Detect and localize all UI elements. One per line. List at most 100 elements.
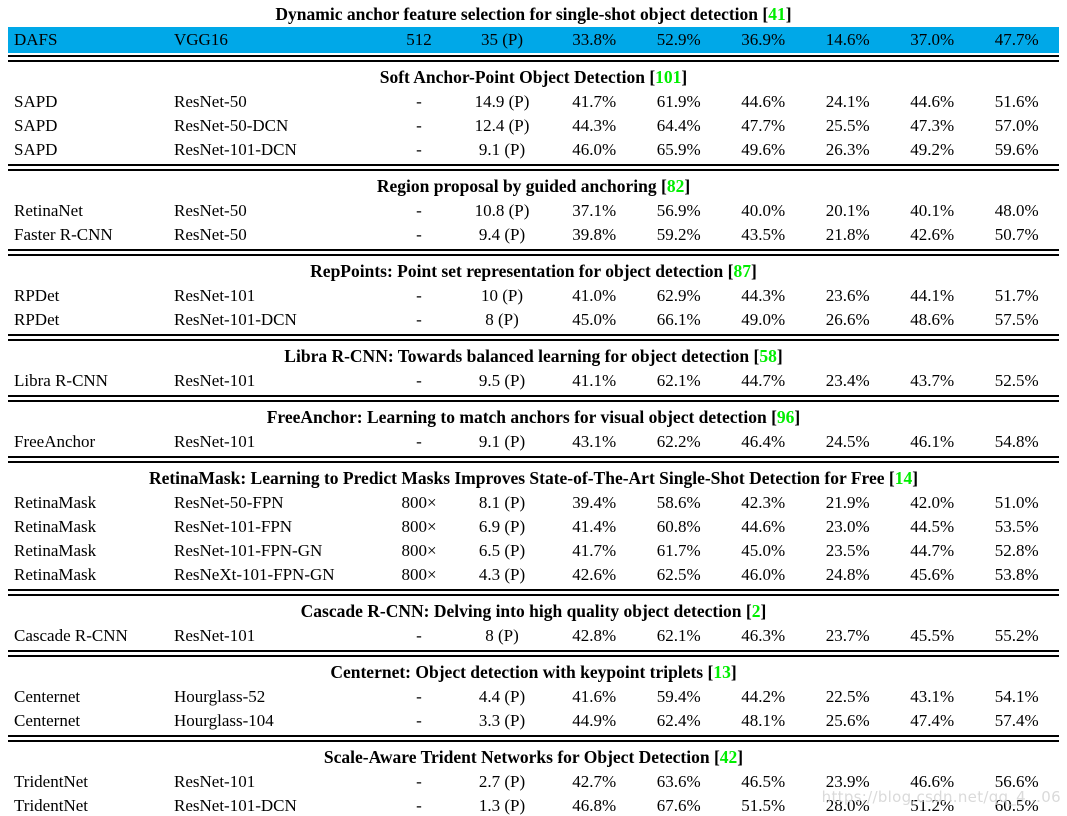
size-cell: - (416, 225, 422, 244)
metric-cell: 37.1% (572, 201, 617, 220)
size-cell: 512 (406, 30, 432, 49)
model-cell: RetinaMask (14, 541, 97, 560)
metric-cell: 44.5% (910, 517, 955, 536)
fps-cell: 8 (P) (485, 626, 519, 645)
metric-cell: 57.4% (994, 711, 1039, 730)
metric-cell: 46.0% (572, 140, 617, 159)
metric-cell: 45.5% (910, 626, 955, 645)
size-cell: - (416, 796, 422, 815)
metric-cell: 26.6% (825, 310, 870, 329)
model-cell: Cascade R-CNN (14, 626, 128, 645)
table-row: Cascade R-CNN ResNet-101 - 8 (P) 42.8% 6… (8, 624, 1059, 648)
section-title: Scale-Aware Trident Networks for Object … (8, 744, 1059, 770)
metric-cell: 42.7% (572, 772, 617, 791)
size-cell: - (416, 310, 422, 329)
table-row: Faster R-CNN ResNet-50 - 9.4 (P) 39.8% 5… (8, 223, 1059, 247)
metric-cell: 52.5% (994, 371, 1039, 390)
metric-cell: 24.8% (825, 565, 870, 584)
metric-cell: 20.1% (825, 201, 870, 220)
paper-section: Centernet: Object detection with keypoin… (8, 657, 1059, 742)
metric-cell: 28.0% (825, 796, 870, 815)
metric-cell: 52.8% (994, 541, 1039, 560)
citation-number: 42 (719, 747, 738, 767)
size-cell: - (416, 432, 422, 451)
fps-cell: 9.5 (P) (478, 371, 526, 390)
metric-cell: 41.7% (572, 541, 617, 560)
citation: [82] (661, 176, 690, 196)
table-row: RPDet ResNet-101-DCN - 8 (P) 45.0% 66.1%… (8, 308, 1059, 332)
section-title-text: FreeAnchor: Learning to match anchors fo… (266, 407, 767, 427)
metric-cell: 23.6% (825, 286, 870, 305)
metric-cell: 53.8% (994, 565, 1039, 584)
model-cell: Centernet (14, 711, 81, 730)
citation-bracket-open: [ (707, 662, 714, 682)
metric-cell: 49.6% (741, 140, 786, 159)
citation-number: 13 (713, 662, 731, 682)
backbone-cell: ResNet-50-DCN (174, 116, 289, 135)
model-cell: TridentNet (14, 772, 88, 791)
fps-cell: 8.1 (P) (478, 493, 526, 512)
section-rows: RetinaNet ResNet-50 - 10.8 (P) 37.1% 56.… (8, 199, 1059, 247)
fps-cell: 1.3 (P) (478, 796, 526, 815)
section-title: RepPoints: Point set representation for … (8, 258, 1059, 284)
table-row: RPDet ResNet-101 - 10 (P) 41.0% 62.9% 44… (8, 284, 1059, 308)
metric-cell: 45.6% (910, 565, 955, 584)
size-cell: - (416, 371, 422, 390)
citation: [41] (762, 4, 791, 24)
section-title-text: Soft Anchor-Point Object Detection (379, 67, 645, 87)
metric-cell: 44.6% (741, 92, 786, 111)
fps-cell: 10.8 (P) (474, 201, 530, 220)
section-title-text: RetinaMask: Learning to Predict Masks Im… (148, 468, 885, 488)
backbone-cell: ResNet-50 (174, 92, 247, 111)
metric-cell: 61.9% (656, 92, 701, 111)
metric-cell: 54.1% (994, 687, 1039, 706)
section-title-text: RepPoints: Point set representation for … (310, 261, 724, 281)
metric-cell: 43.7% (910, 371, 955, 390)
model-cell: FreeAnchor (14, 432, 96, 451)
model-cell: RetinaMask (14, 565, 97, 584)
metric-cell: 46.5% (741, 772, 786, 791)
metric-cell: 44.7% (910, 541, 955, 560)
metric-cell: 53.5% (994, 517, 1039, 536)
model-cell: SAPD (14, 92, 58, 111)
citation-bracket-open: [ (888, 468, 895, 488)
sections: Soft Anchor-Point Object Detection [101]… (8, 62, 1059, 816)
metric-cell: 25.6% (825, 711, 870, 730)
model-cell: RetinaMask (14, 517, 97, 536)
section-title: Libra R-CNN: Towards balanced learning f… (8, 343, 1059, 369)
metric-cell: 67.6% (656, 796, 701, 815)
top-section: Dynamic anchor feature selection for sin… (8, 2, 1059, 62)
table-row: RetinaNet ResNet-50 - 10.8 (P) 37.1% 56.… (8, 199, 1059, 223)
metric-cell: 46.0% (741, 565, 786, 584)
metric-cell: 62.2% (656, 432, 701, 451)
metric-cell: 56.9% (656, 201, 701, 220)
metric-cell: 66.1% (656, 310, 701, 329)
citation-bracket-close: ] (760, 601, 767, 621)
section-rows: Cascade R-CNN ResNet-101 - 8 (P) 42.8% 6… (8, 624, 1059, 648)
metric-cell: 41.4% (572, 517, 617, 536)
size-cell: 800× (401, 565, 437, 584)
metric-cell: 44.9% (572, 711, 617, 730)
citation: [58] (754, 346, 783, 366)
metric-cell: 62.4% (656, 711, 701, 730)
fps-cell: 9.1 (P) (478, 432, 526, 451)
section-title: FreeAnchor: Learning to match anchors fo… (8, 404, 1059, 430)
size-cell: 800× (401, 493, 437, 512)
citation-bracket-open: [ (660, 176, 667, 196)
section-title-text: Cascade R-CNN: Delving into high quality… (300, 601, 742, 621)
metric-cell: 23.9% (825, 772, 870, 791)
metric-cell: 44.6% (741, 517, 786, 536)
section-rows: TridentNet ResNet-101 - 2.7 (P) 42.7% 63… (8, 770, 1059, 816)
metric-cell: 51.5% (741, 796, 786, 815)
citation-bracket-open: [ (745, 601, 752, 621)
metric-cell: 61.7% (656, 541, 701, 560)
fps-cell: 35 (P) (480, 30, 524, 49)
backbone-cell: ResNet-50-FPN (174, 493, 284, 512)
citation-bracket-close: ] (785, 4, 792, 24)
paper-section: Scale-Aware Trident Networks for Object … (8, 742, 1059, 816)
citation-number: 14 (894, 468, 913, 488)
paper-section: Cascade R-CNN: Delving into high quality… (8, 596, 1059, 657)
metric-cell: 39.4% (572, 493, 617, 512)
metric-cell: 60.8% (656, 517, 701, 536)
citation-bracket-open: [ (649, 67, 656, 87)
